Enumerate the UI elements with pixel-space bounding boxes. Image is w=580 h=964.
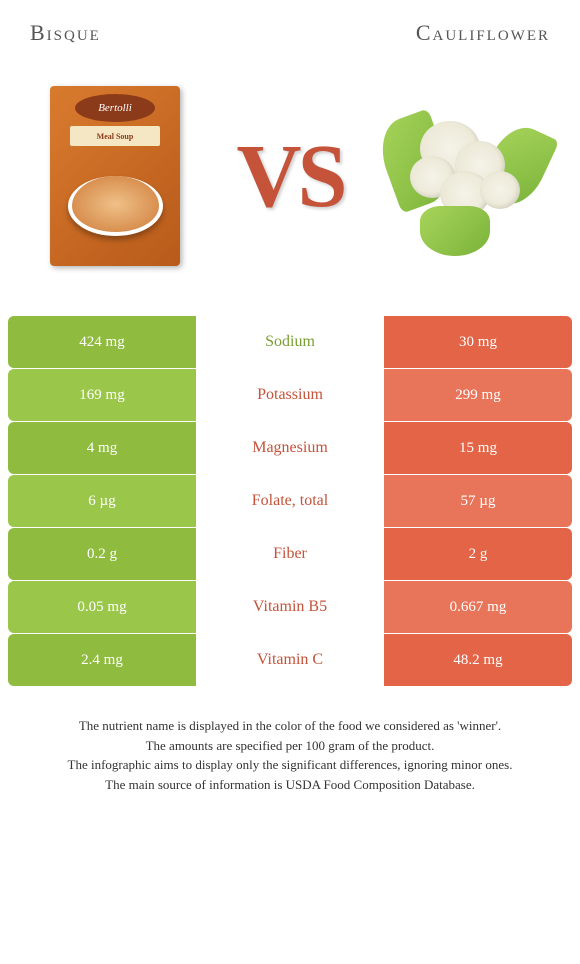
bisque-box-icon: Bertolli Meal Soup <box>50 86 180 266</box>
left-value: 2.4 mg <box>8 634 196 686</box>
nutrient-label: Fiber <box>196 528 384 580</box>
nutrient-row: 0.2 gFiber2 g <box>0 528 580 580</box>
right-value: 299 mg <box>384 369 572 421</box>
left-value: 0.05 mg <box>8 581 196 633</box>
left-value: 6 µg <box>8 475 196 527</box>
bisque-brand-label: Bertolli <box>75 94 155 122</box>
footer-line: The infographic aims to display only the… <box>20 755 560 775</box>
footer-notes: The nutrient name is displayed in the co… <box>0 686 580 794</box>
nutrient-row: 4 mgMagnesium15 mg <box>0 422 580 474</box>
hero-row: Bertolli Meal Soup VS <box>0 56 580 316</box>
right-value: 15 mg <box>384 422 572 474</box>
nutrient-label: Folate, total <box>196 475 384 527</box>
nutrient-label: Sodium <box>196 316 384 368</box>
nutrient-row: 2.4 mgVitamin C48.2 mg <box>0 634 580 686</box>
nutrient-row: 424 mgSodium30 mg <box>0 316 580 368</box>
left-food-image: Bertolli Meal Soup <box>30 76 200 276</box>
left-value: 424 mg <box>8 316 196 368</box>
soup-bowl-icon <box>68 176 163 236</box>
vs-label: VS <box>236 125 343 228</box>
footer-line: The main source of information is USDA F… <box>20 775 560 795</box>
right-value: 57 µg <box>384 475 572 527</box>
footer-line: The amounts are specified per 100 gram o… <box>20 736 560 756</box>
footer-line: The nutrient name is displayed in the co… <box>20 716 560 736</box>
nutrient-row: 0.05 mgVitamin B50.667 mg <box>0 581 580 633</box>
left-food-title: Bisque <box>30 20 101 46</box>
right-food-title: Cauliflower <box>416 20 550 46</box>
header: Bisque Cauliflower <box>0 0 580 56</box>
nutrient-label: Potassium <box>196 369 384 421</box>
nutrient-row: 169 mgPotassium299 mg <box>0 369 580 421</box>
nutrient-label: Vitamin B5 <box>196 581 384 633</box>
right-value: 2 g <box>384 528 572 580</box>
right-value: 48.2 mg <box>384 634 572 686</box>
nutrient-label: Vitamin C <box>196 634 384 686</box>
right-value: 30 mg <box>384 316 572 368</box>
nutrient-table: 424 mgSodium30 mg169 mgPotassium299 mg4 … <box>0 316 580 686</box>
left-value: 4 mg <box>8 422 196 474</box>
right-food-image <box>380 76 550 276</box>
bisque-subtitle: Meal Soup <box>70 126 160 146</box>
nutrient-row: 6 µgFolate, total57 µg <box>0 475 580 527</box>
cauliflower-icon <box>380 96 550 256</box>
nutrient-label: Magnesium <box>196 422 384 474</box>
left-value: 169 mg <box>8 369 196 421</box>
left-value: 0.2 g <box>8 528 196 580</box>
right-value: 0.667 mg <box>384 581 572 633</box>
